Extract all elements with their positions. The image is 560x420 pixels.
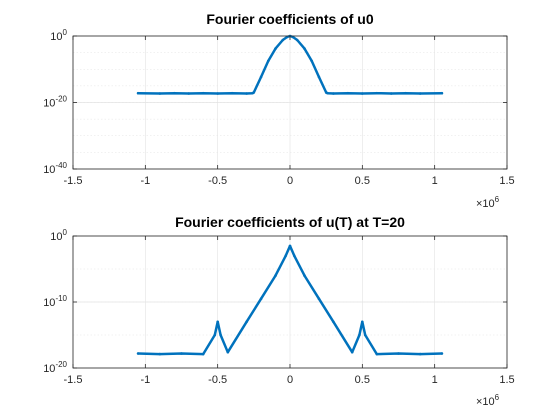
y-tick-label: 10-20	[43, 95, 67, 110]
data-point	[326, 91, 329, 95]
data-point	[397, 352, 400, 355]
chart-title: Fourier coefficients of u(T) at T=20	[175, 214, 405, 230]
chart-panel-u0: Fourier coefficients of u0 100 10-20 10-40…	[43, 11, 514, 210]
data-point	[136, 352, 140, 355]
y-axis: 100 10-10 10-20	[43, 228, 507, 375]
x-tick-label: 1	[432, 374, 438, 386]
data-point	[418, 352, 422, 356]
data-point	[293, 254, 296, 258]
data-point	[216, 320, 219, 324]
x-tick-label: -0.5	[208, 175, 227, 187]
data-point	[375, 352, 379, 356]
data-point	[245, 92, 248, 95]
x-tick-label: -1	[140, 175, 150, 187]
data-point	[295, 38, 299, 42]
data-point	[230, 91, 234, 95]
x-tick-label: 1	[432, 175, 438, 187]
data-point	[158, 352, 162, 356]
x-tick-label: 1.5	[499, 374, 514, 386]
y-axis: 100 10-20 10-40	[43, 28, 507, 176]
data-point	[404, 91, 408, 95]
data-point	[361, 92, 364, 95]
data-point	[281, 38, 285, 42]
data-point	[158, 92, 162, 95]
data-point	[136, 91, 140, 95]
x-tick-label: -1	[140, 374, 150, 386]
x-axis-multiplier: ×106	[476, 393, 500, 408]
chart-panel-uT: Fourier coefficients of u(T) at T=20 100…	[43, 214, 514, 408]
data-point	[303, 47, 306, 50]
data-point	[440, 352, 444, 355]
data-point	[310, 59, 314, 63]
data-point	[219, 333, 222, 337]
data-point	[440, 91, 444, 95]
x-axis: -1.5 -1 -0.5 0 0.5 1 1.5	[64, 36, 515, 187]
data-point	[358, 333, 361, 337]
data-point	[418, 92, 422, 95]
x-tick-label: 0	[287, 175, 293, 187]
data-point	[259, 75, 263, 79]
y-tick-label: 10-20	[43, 360, 67, 375]
x-axis: -1.5 -1 -0.5 0 0.5 1 1.5	[64, 236, 515, 386]
data-point	[317, 75, 321, 79]
data-point	[173, 91, 176, 95]
data-point	[332, 320, 335, 324]
y-tick-label: 100	[50, 28, 67, 43]
data-point	[303, 274, 306, 277]
data-point	[187, 92, 190, 95]
chart-title: Fourier coefficients of u0	[206, 11, 373, 27]
x-tick-label: -0.5	[208, 374, 227, 386]
data-point	[363, 333, 367, 337]
data-point	[267, 59, 270, 63]
data-point	[245, 320, 248, 324]
data-point	[390, 92, 393, 95]
data-point	[361, 320, 364, 324]
data-point	[213, 333, 217, 337]
data-point	[252, 91, 256, 94]
data-point	[317, 297, 321, 301]
data-point	[180, 352, 183, 355]
data-point	[201, 352, 205, 356]
data-point	[346, 91, 350, 95]
x-axis-multiplier: ×106	[476, 195, 500, 210]
data-point	[201, 91, 205, 95]
data-point	[284, 254, 288, 258]
y-tick-label: 10-10	[43, 294, 67, 309]
data-point	[375, 91, 379, 95]
data-point	[259, 297, 263, 301]
series-layer	[136, 244, 444, 356]
x-tick-label: -1.5	[64, 175, 83, 187]
x-tick-label: 0.5	[355, 374, 370, 386]
y-tick-label: 10-40	[43, 161, 67, 176]
data-point	[274, 47, 277, 50]
data-point	[226, 350, 230, 354]
data-point	[288, 244, 292, 248]
x-tick-label: 1.5	[499, 175, 514, 187]
data-point	[332, 92, 335, 95]
x-tick-label: 0	[287, 374, 293, 386]
data-point	[274, 274, 277, 277]
y-tick-label: 100	[50, 228, 67, 243]
x-tick-label: -1.5	[64, 374, 83, 386]
data-point	[350, 350, 354, 354]
data-point	[216, 92, 219, 95]
x-tick-label: 0.5	[355, 175, 370, 187]
